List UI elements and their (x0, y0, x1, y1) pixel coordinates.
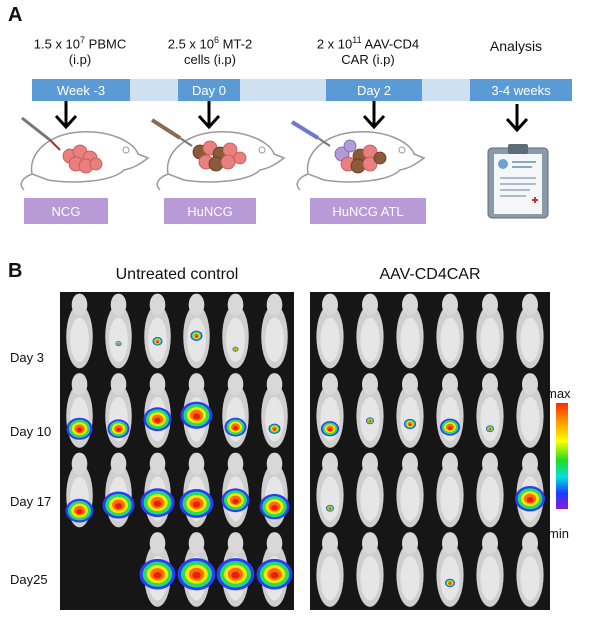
day-label: Day 10 (10, 424, 52, 439)
mouse-image (261, 373, 288, 448)
timeline-day-2: Day 2 (326, 79, 422, 101)
mouse-image (261, 293, 288, 369)
bioluminescence-signal (177, 558, 216, 591)
day-label: Day 3 (10, 350, 44, 365)
bioluminescence-signal (232, 346, 239, 352)
mouse-image (436, 532, 464, 607)
mouse-image (105, 293, 132, 369)
mouse-image (516, 373, 544, 448)
bioluminescence-signal (224, 417, 247, 437)
clipboard-report-icon (487, 144, 549, 219)
strain-ncg: NCG (24, 198, 108, 224)
bioluminescence-signal (180, 401, 213, 429)
mouse-image (436, 373, 464, 448)
down-arrow-icon (362, 101, 386, 129)
treated-bli-grid (310, 292, 550, 610)
timeline-bar (32, 79, 572, 101)
mouse-image (436, 452, 464, 528)
mouse-image (476, 532, 504, 607)
mouse-image (316, 293, 344, 369)
luminescence-color-scale (556, 403, 568, 509)
bioluminescence-signal (66, 417, 93, 440)
mouse-image (396, 452, 424, 528)
day-label: Day25 (10, 572, 48, 587)
mouse-image (316, 532, 344, 607)
aav-cd4car-title: AAV-CD4CAR (379, 266, 481, 283)
bioluminescence-signal (107, 419, 130, 439)
mouse-image (222, 373, 249, 448)
mouse-image (516, 293, 544, 369)
mouse-image (516, 532, 544, 607)
bioluminescence-signal (139, 558, 176, 590)
ncg-mouse-illustration (20, 116, 150, 191)
timeline-day-0: Day 0 (178, 79, 240, 101)
mouse-image (222, 293, 249, 369)
bioluminescence-signal (152, 337, 163, 346)
mouse-image (476, 373, 504, 448)
panel-b-label: B (8, 260, 23, 282)
panel-a-label: A (8, 4, 23, 26)
bioluminescence-signal (190, 330, 203, 341)
mouse-image (356, 373, 384, 448)
bioluminescence-signal (440, 418, 460, 436)
step-2-text: 2.5 x 106 MT-2 cells (i.p) (167, 35, 253, 68)
bioluminescence-signal (486, 425, 494, 433)
bioluminescence-signal (326, 504, 334, 512)
bioluminescence-signal (366, 417, 374, 425)
bioluminescence-signal (259, 493, 290, 520)
huncg-mouse-illustration (150, 118, 286, 191)
step-1-text: 1.5 x 107 PBMC (i.p) (33, 35, 127, 68)
bioluminescence-signal (221, 488, 250, 513)
mouse-image (436, 293, 464, 369)
day-label: Day 17 (10, 494, 52, 509)
mouse-image (396, 532, 424, 607)
bioluminescence-signal (115, 341, 122, 347)
down-arrow-icon (54, 101, 78, 129)
down-arrow-icon (197, 101, 221, 129)
mouse-image (144, 293, 171, 369)
scale-min-label: min (548, 526, 569, 541)
untreated-control-title: Untreated control (115, 266, 239, 283)
bioluminescence-signal (65, 498, 94, 523)
untreated-bli-grid (60, 292, 294, 610)
timeline-3-4-weeks: 3-4 weeks (470, 79, 572, 101)
bioluminescence-signal (321, 421, 339, 437)
mouse-image (476, 293, 504, 369)
bioluminescence-signal (102, 491, 135, 519)
bioluminescence-signal (445, 578, 455, 588)
mouse-image (396, 293, 424, 369)
mouse-image (316, 373, 344, 448)
mouse-image (476, 452, 504, 528)
mouse-image (396, 373, 424, 448)
bioluminescence-signal (256, 558, 293, 590)
timeline-week-minus-3: Week -3 (32, 79, 130, 101)
strain-huncg: HuNCG (164, 198, 256, 224)
scale-max-label: max (546, 386, 571, 401)
strain-huncg-atl: HuNCG ATL (310, 198, 426, 224)
bioluminescence-signal (268, 423, 281, 434)
down-arrow-icon (505, 104, 529, 132)
bioluminescence-signal (515, 485, 545, 512)
mouse-image (316, 452, 344, 528)
bioluminescence-signal (216, 558, 255, 591)
step-3-text: 2 x 1011 AAV-CD4 CAR (i.p) (316, 35, 420, 68)
bioluminescence-signal (143, 407, 172, 432)
huncg-atl-mouse-illustration (290, 120, 426, 191)
mouse-image (356, 293, 384, 369)
bioluminescence-signal (140, 488, 175, 518)
mouse-image (356, 452, 384, 528)
bioluminescence-signal (404, 418, 416, 430)
bioluminescence-signal (179, 489, 214, 518)
mouse-image (356, 532, 384, 607)
step-4-text: Analysis (489, 38, 543, 54)
mouse-image (66, 293, 93, 369)
